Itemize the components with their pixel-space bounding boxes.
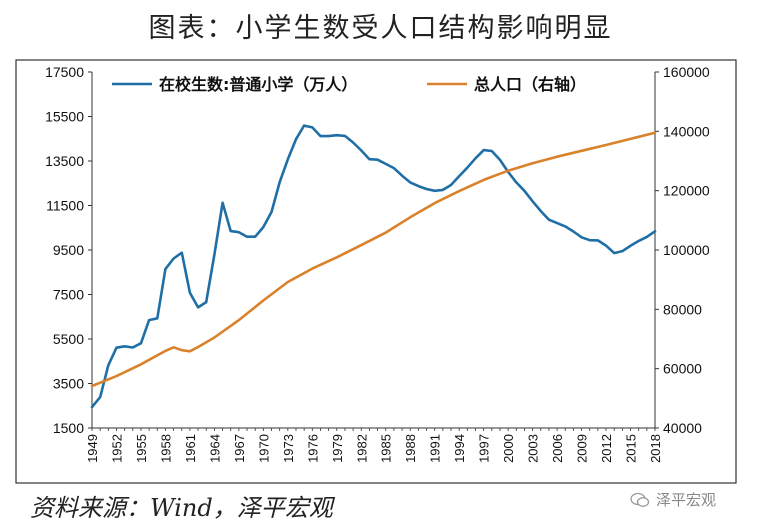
x-tick-label: 2012 (599, 434, 614, 463)
x-tick-label: 1976 (305, 434, 320, 463)
wechat-icon (630, 492, 650, 507)
chart-series (90, 124, 657, 409)
x-tick-label: 1952 (109, 434, 124, 463)
y-left-tick-label: 5500 (53, 331, 84, 347)
y-left-tick-label: 9500 (53, 242, 84, 258)
x-tick-label: 1988 (403, 434, 418, 463)
x-tick-label: 1967 (232, 434, 247, 463)
x-tick-label: 1997 (477, 434, 492, 463)
legend-label: 在校生数:普通小学（万人） (159, 75, 357, 94)
y-right-tick-label: 80000 (663, 301, 702, 317)
x-tick-label: 1970 (256, 434, 271, 463)
x-tick-label: 1958 (158, 434, 173, 463)
y-left-tick-label: 17500 (45, 64, 84, 80)
y-left-tick-label: 13500 (45, 153, 84, 169)
x-tick-label: 1982 (354, 434, 369, 463)
y-right-tick-label: 140000 (663, 123, 710, 139)
x-tick-label: 2003 (526, 434, 541, 463)
plot-frame (15, 59, 737, 484)
watermark-text: 泽平宏观 (656, 491, 717, 509)
x-tick-label: 2018 (648, 434, 663, 463)
chart-title: 图表：小学生数受人口结构影响明显 (148, 13, 613, 44)
x-tick-label: 1979 (330, 434, 345, 463)
series-line-students (90, 124, 657, 409)
x-tick-label: 1991 (428, 434, 443, 463)
y-left-tick-label: 15500 (45, 109, 84, 125)
y-right-tick-label: 120000 (663, 183, 710, 199)
x-tick-label: 1964 (207, 434, 222, 463)
chart-legend: 在校生数:普通小学（万人） 总人口（右轴） (112, 75, 586, 94)
x-tick-label: 1994 (452, 434, 467, 463)
source-note: 资料来源：Wind，泽平宏观 (30, 494, 333, 522)
x-axis-ticks: 1949 1952 1955 1958 1961 1964 1967 1970 1973 1976… (85, 428, 663, 463)
watermark: 泽平宏观 (630, 489, 716, 510)
y-right-tick-label: 160000 (663, 64, 710, 80)
x-tick-label: 2015 (624, 434, 639, 463)
y-left-tick-label: 1500 (53, 420, 84, 436)
y-right-tick-label: 60000 (663, 361, 702, 377)
y-left-tick-label: 11500 (46, 198, 84, 214)
x-tick-label: 1961 (183, 434, 198, 463)
x-tick-label: 1949 (85, 434, 100, 463)
y-left-tick-label: 7500 (53, 287, 84, 303)
x-tick-label: 2000 (501, 434, 516, 463)
x-tick-label: 1985 (379, 434, 394, 463)
series-line-population (90, 131, 657, 388)
x-tick-label: 2006 (550, 434, 565, 463)
x-tick-label: 2009 (575, 434, 590, 463)
legend-label: 总人口（右轴） (474, 75, 586, 94)
x-tick-label: 1955 (134, 434, 149, 463)
chart-axes: 17500 15500 13500 11500 9500 7500 5500 3500 1500… (45, 64, 710, 436)
y-left-tick-label: 3500 (53, 376, 84, 392)
y-right-tick-label: 100000 (663, 242, 710, 258)
x-tick-label: 1973 (281, 434, 296, 463)
y-right-tick-label: 40000 (663, 420, 702, 436)
